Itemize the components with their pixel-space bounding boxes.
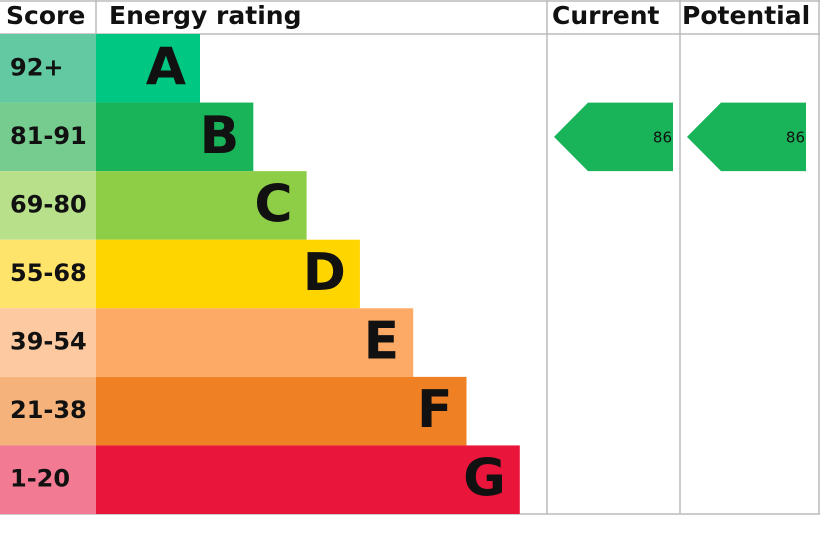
rating-bar (96, 308, 414, 377)
header: Score (6, 1, 85, 30)
rating-bar (96, 171, 307, 240)
band-letter: D (303, 243, 346, 303)
rating-bar (96, 445, 520, 514)
score-label: 21-38 (10, 396, 87, 424)
header: Current (552, 1, 660, 30)
score-cell (0, 34, 96, 103)
band-letter: F (417, 380, 453, 440)
score-label: 92+ (10, 53, 64, 81)
rating-bar (96, 376, 467, 446)
score-label: 55-68 (10, 259, 87, 287)
score-cell (0, 445, 96, 514)
score-cell (0, 376, 96, 446)
band-letter: B (200, 106, 240, 166)
band-letter: C (254, 174, 292, 234)
score-cell (0, 308, 96, 377)
rating-bar (96, 239, 360, 309)
score-label: 39-54 (10, 328, 87, 356)
header: Energy rating (109, 1, 301, 30)
score-cell (0, 102, 96, 172)
rating-bar (96, 102, 254, 172)
header: Potential (682, 1, 810, 30)
rating-arrow (554, 102, 673, 172)
score-label: 1-20 (10, 465, 70, 493)
rating-value: 86 (653, 128, 672, 146)
rating-value: 86 (786, 128, 805, 146)
band-letter: G (463, 449, 506, 509)
rating-arrow (687, 102, 806, 172)
score-cell (0, 171, 96, 240)
rating-bar (96, 34, 200, 103)
score-cell (0, 239, 96, 309)
band-letter: A (146, 37, 186, 97)
score-label: 69-80 (10, 190, 87, 218)
score-label: 81-91 (10, 122, 87, 150)
band-letter: E (364, 312, 400, 372)
